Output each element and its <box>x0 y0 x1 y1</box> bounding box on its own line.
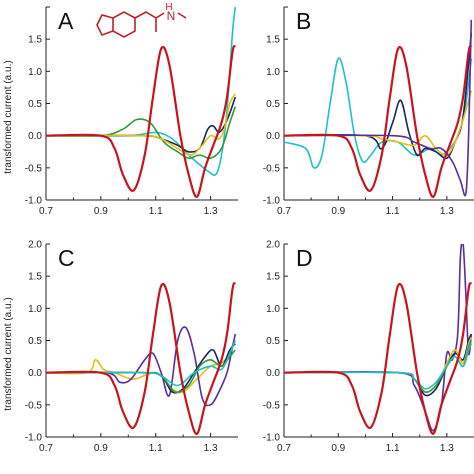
y-tick-label: 2.0 <box>28 240 42 251</box>
y-tick-label: 1.0 <box>266 304 280 315</box>
y-tick-label: -0.5 <box>263 163 281 174</box>
molecule-side-chain <box>134 11 157 32</box>
y-tick-label: 0.0 <box>28 131 42 142</box>
y-tick-label: 0.5 <box>28 336 42 347</box>
x-tick-label: 0.9 <box>331 206 345 217</box>
series-line-yellow <box>46 93 236 156</box>
panel-label: B <box>296 8 311 34</box>
panel-label: D <box>296 245 313 271</box>
panel-label: C <box>58 245 75 271</box>
y-tick-label: 1.0 <box>28 67 42 78</box>
series-line-navy <box>284 32 473 160</box>
x-tick-label: 1.1 <box>149 443 163 454</box>
x-tick-label: 0.9 <box>331 443 345 454</box>
y-axis-label-bottom: transformed current (a.u.) <box>3 297 14 410</box>
series-line-red <box>284 281 473 435</box>
series-line-yellow <box>284 90 473 156</box>
x-tick-label: 1.3 <box>440 443 454 454</box>
y-tick-label: -0.5 <box>25 400 43 411</box>
y-tick-label: 0.5 <box>28 99 42 110</box>
y-tick-label: 1.5 <box>266 272 280 283</box>
y-tick-label: 1.5 <box>266 35 280 46</box>
panel-d: -1.0 -0.5 0.0 0.5 1.0 1.5 2.0 0.7 0.9 1.1 1.3 D <box>263 240 474 454</box>
y-tick-label: 1.0 <box>266 67 280 78</box>
series-line-cyan <box>284 57 473 169</box>
series-line-cyan <box>46 7 237 176</box>
y-tick-label: -1.0 <box>25 196 43 207</box>
x-tick-label: 1.1 <box>149 206 163 217</box>
y-tick-label: -0.5 <box>25 163 43 174</box>
x-tick-label: 1.3 <box>204 443 218 454</box>
y-tick-label: -1.0 <box>263 196 281 207</box>
y-axis-label-top: transformed current (a.u.) <box>3 60 14 173</box>
series-group <box>46 281 237 435</box>
x-tick-label: 0.7 <box>277 443 291 454</box>
series-line-navy <box>46 96 237 153</box>
series-line-red <box>284 44 473 198</box>
molecule-nitrogen-symbol: N <box>167 9 176 23</box>
x-tick-label: 0.7 <box>39 206 53 217</box>
y-tick-label: 2.0 <box>266 240 280 251</box>
y-tick-label: 0.5 <box>266 99 280 110</box>
x-tick-label: 0.7 <box>39 443 53 454</box>
x-tick-label: 1.3 <box>204 206 218 217</box>
panel-a: -1.0 -0.5 0.0 0.5 1.0 1.5 0.7 0.9 1.1 1.3 A <box>25 6 238 217</box>
series-line-red <box>46 44 237 198</box>
x-tick-label: 1.1 <box>386 206 400 217</box>
panel-b: -1.0 -0.5 0.0 0.5 1.0 1.5 0.7 0.9 1.1 1.3 B <box>263 6 474 217</box>
molecule-structure: H N <box>96 2 187 38</box>
panel-c: -1.0 -0.5 0.0 0.5 1.0 1.5 2.0 0.7 0.9 1.1 1.3 C <box>25 240 238 454</box>
series-group <box>46 7 237 198</box>
x-tick-label: 0.7 <box>277 206 291 217</box>
molecule-amine-bond <box>155 12 165 19</box>
molecule-benzene-ring <box>112 11 136 38</box>
y-tick-label: 1.5 <box>28 272 42 283</box>
panels-group: -1.0 -0.5 0.0 0.5 1.0 1.5 0.7 0.9 1.1 1.3 A -1.0 -0.… <box>25 6 474 454</box>
y-tick-label: 0.5 <box>266 336 280 347</box>
series-line-red <box>46 281 237 435</box>
series-group <box>284 19 473 198</box>
y-tick-label: -0.5 <box>263 400 281 411</box>
series-line-purple <box>284 244 473 432</box>
series-line-purple <box>46 326 237 407</box>
y-tick-label: -1.0 <box>25 433 43 444</box>
y-tick-label: -1.0 <box>263 433 281 444</box>
molecule-dioxole-ring <box>96 14 114 36</box>
y-tick-label: 1.0 <box>28 304 42 315</box>
y-tick-label: 0.0 <box>266 368 280 379</box>
y-tick-label: 0.0 <box>266 131 280 142</box>
x-tick-label: 0.9 <box>94 443 108 454</box>
molecule-nitrogen-label: H <box>165 2 172 13</box>
y-tick-label: 0.0 <box>28 368 42 379</box>
x-tick-label: 1.3 <box>440 206 454 217</box>
series-line-green <box>46 106 237 160</box>
series-line-cyan <box>284 343 473 390</box>
series-line-cyan <box>46 340 237 387</box>
molecule-methyl-bond <box>177 12 187 19</box>
panel-label: A <box>58 8 74 34</box>
x-tick-label: 0.9 <box>94 206 108 217</box>
x-tick-label: 1.1 <box>386 443 400 454</box>
y-tick-label: 1.5 <box>28 35 42 46</box>
series-group <box>284 244 473 435</box>
